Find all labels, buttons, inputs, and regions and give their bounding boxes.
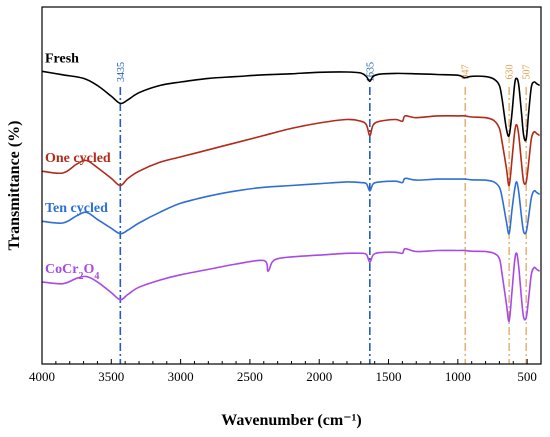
series-labels: Fresh One cycled Ten cycled CoCr2O4 — [45, 51, 111, 281]
series-line — [42, 247, 541, 323]
series-line — [42, 70, 541, 142]
annotation-label: 3435 — [116, 62, 127, 82]
x-axis: 4000 3500 3000 2500 2000 1500 1000 500 — [29, 359, 542, 384]
series-label: Fresh — [45, 51, 79, 66]
series-label: CoCr2O4 — [45, 262, 99, 282]
series-label: Ten cycled — [45, 201, 108, 216]
y-axis-title: Transmittance (%) — [6, 121, 23, 251]
annotation-label: 1635 — [365, 62, 376, 82]
annotation-layer: 3435 1635 947 630 507 — [116, 62, 533, 364]
x-tick-label: 2000 — [306, 369, 332, 384]
x-tick-label: 1000 — [445, 369, 471, 384]
x-tick-label: 3000 — [168, 369, 194, 384]
series-layer — [42, 70, 541, 323]
x-tick-label: 500 — [517, 369, 537, 384]
x-axis-title: Wavenumber (cm⁻¹) — [221, 412, 361, 429]
x-tick-label: 3500 — [98, 369, 124, 384]
series-line — [42, 114, 541, 187]
series-label: One cycled — [45, 151, 111, 166]
annotation-label: 630 — [505, 65, 516, 80]
x-tick-label: 1500 — [376, 369, 402, 384]
annotation-label: 947 — [461, 65, 472, 80]
x-tick-label: 4000 — [29, 369, 55, 384]
x-tick-label: 2500 — [237, 369, 263, 384]
series-line — [42, 177, 541, 235]
annotation-label: 507 — [522, 65, 533, 80]
